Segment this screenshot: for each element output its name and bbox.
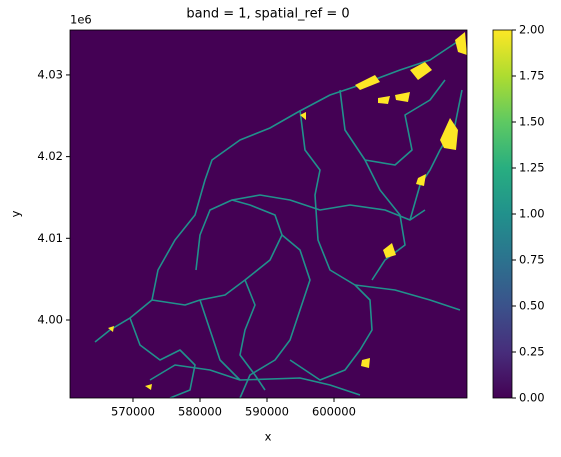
colorbar	[492, 29, 513, 399]
colorbar-tick-label: 0.50	[519, 299, 545, 313]
x-tick-label: 570000	[111, 405, 155, 419]
raster	[70, 30, 467, 398]
x-tick-label: 580000	[178, 405, 222, 419]
colorbar-tick-label: 1.00	[519, 207, 545, 221]
y-offset-label: 1e6	[70, 13, 92, 27]
y-tick-label: 4.02	[37, 149, 63, 163]
y-axis-label: y	[9, 210, 23, 217]
raster-background	[70, 30, 467, 398]
colorbar-tick-label: 0.25	[519, 345, 545, 359]
x-axis-label: x	[265, 430, 272, 444]
colorbar-tick-label: 0.75	[519, 253, 545, 267]
colorbar-tick-label: 1.75	[519, 69, 545, 83]
colorbar-tick-label: 1.50	[519, 115, 545, 129]
y-tick-label: 4.01	[37, 231, 63, 245]
chart-title: band = 1, spatial_ref = 0	[186, 7, 349, 22]
x-tick-label: 600000	[312, 405, 356, 419]
x-tick-label: 590000	[245, 405, 289, 419]
plot-frame	[69, 29, 468, 399]
colorbar-tick-label: 1.25	[519, 161, 545, 175]
colorbar-tick-label: 2.00	[519, 23, 545, 37]
y-tick-label: 4.03	[37, 67, 63, 81]
y-tick-label: 4.00	[37, 312, 63, 326]
raster-features	[94, 32, 467, 398]
colorbar-tick-label: 0.00	[519, 391, 545, 405]
